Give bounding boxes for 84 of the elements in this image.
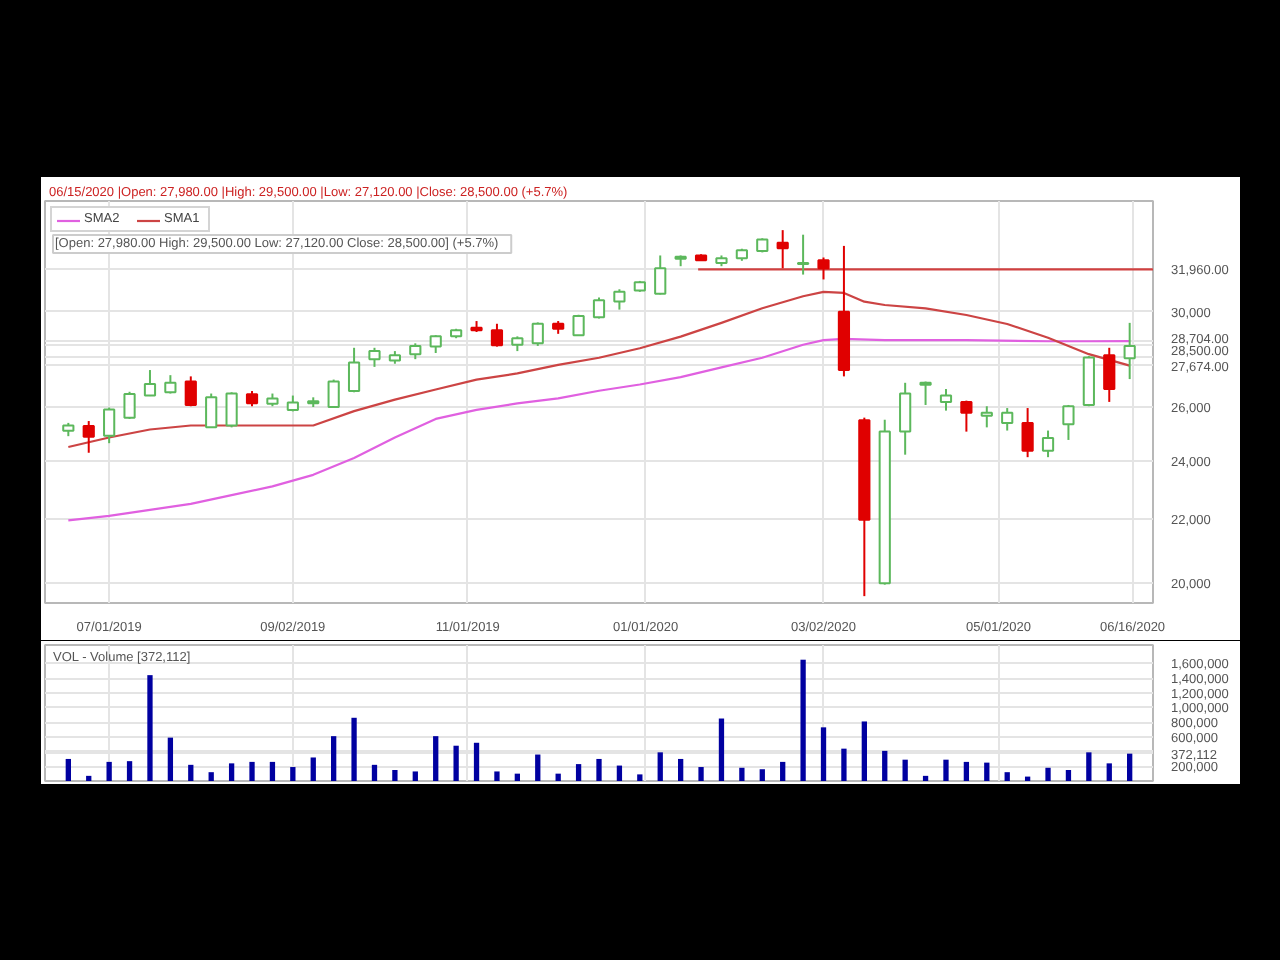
bar [228, 763, 235, 781]
bar [1065, 769, 1072, 781]
bar [1004, 772, 1010, 781]
bar [575, 764, 582, 781]
candlestick [1062, 403, 1075, 441]
bar [820, 727, 827, 781]
bar [1127, 753, 1133, 781]
bar [698, 767, 704, 781]
candlestick [1041, 429, 1055, 459]
bar [963, 761, 970, 781]
bar [473, 742, 480, 781]
candlestick [82, 420, 95, 454]
bar [188, 764, 194, 781]
candlestick [939, 388, 953, 412]
bar [922, 775, 929, 781]
candlestick [776, 229, 789, 270]
bar [514, 773, 521, 781]
candlestick [225, 391, 238, 429]
bar [392, 769, 398, 781]
candlestick [1082, 355, 1095, 408]
bar [310, 757, 316, 781]
bar [86, 775, 92, 781]
bar [1045, 767, 1051, 781]
candlestick [368, 346, 381, 368]
bar [126, 761, 133, 781]
bar [841, 748, 847, 781]
candlestick [123, 390, 136, 420]
candlestick [817, 256, 830, 281]
bar [943, 759, 949, 781]
candlestick [960, 399, 973, 433]
bar [433, 736, 439, 781]
bar [535, 754, 541, 781]
candlestick [592, 296, 606, 320]
candlestick [164, 374, 177, 395]
bar [65, 758, 71, 781]
bar [739, 767, 745, 781]
bar [882, 750, 888, 781]
candlestick [327, 378, 340, 409]
bar [616, 765, 623, 781]
bar [780, 761, 786, 781]
bar [1086, 752, 1092, 781]
candlestick [347, 346, 361, 394]
bar [861, 721, 867, 781]
bar [331, 736, 337, 781]
candlestick [613, 288, 626, 311]
bar [412, 771, 418, 781]
bar [351, 717, 357, 781]
candlestick [654, 254, 667, 296]
bar [800, 659, 806, 781]
candlestick [797, 233, 810, 276]
candlestick [899, 381, 912, 456]
bar [371, 764, 378, 781]
candlestick [143, 369, 157, 398]
candlestick [103, 406, 116, 445]
candlestick [980, 405, 993, 429]
bar [984, 762, 990, 781]
line-series [67, 290, 1131, 449]
candlestick [1001, 407, 1014, 432]
bar [208, 772, 214, 781]
bar [637, 774, 643, 781]
candlestick [205, 392, 218, 429]
bar [677, 758, 684, 781]
bar [657, 752, 663, 781]
bar [453, 745, 459, 781]
candlestick [490, 322, 504, 348]
bar [596, 758, 602, 781]
bar [147, 675, 153, 781]
bar [167, 737, 174, 781]
candlestick [1123, 321, 1136, 381]
bar [290, 767, 296, 781]
bar [902, 759, 908, 781]
line-series [67, 337, 1131, 522]
bar [759, 769, 765, 781]
bar [249, 761, 255, 781]
bar [718, 718, 725, 781]
candlestick [184, 375, 197, 408]
bar [555, 773, 561, 781]
candlestick [1021, 407, 1034, 459]
candlestick [531, 321, 544, 347]
bar [269, 761, 276, 781]
bar [106, 761, 112, 781]
bar [1106, 763, 1112, 781]
candlestick [1103, 346, 1116, 403]
bar [494, 771, 500, 781]
